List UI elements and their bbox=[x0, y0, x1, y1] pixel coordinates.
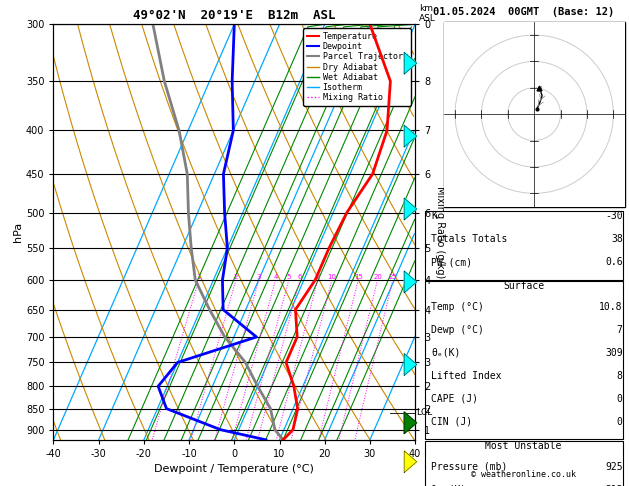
Text: CIN (J): CIN (J) bbox=[431, 417, 472, 427]
Text: Temp (°C): Temp (°C) bbox=[431, 302, 484, 312]
Text: θₑ(K): θₑ(K) bbox=[431, 348, 460, 358]
Text: 0: 0 bbox=[617, 394, 623, 404]
Text: 925: 925 bbox=[605, 462, 623, 472]
Text: © weatheronline.co.uk: © weatheronline.co.uk bbox=[471, 469, 576, 479]
Text: 38: 38 bbox=[611, 234, 623, 244]
Polygon shape bbox=[404, 271, 417, 293]
Text: 10: 10 bbox=[327, 274, 337, 280]
Text: Most Unstable: Most Unstable bbox=[486, 441, 562, 451]
Text: -30: -30 bbox=[605, 211, 623, 222]
X-axis label: Dewpoint / Temperature (°C): Dewpoint / Temperature (°C) bbox=[154, 465, 314, 474]
Title: 49°02'N  20°19'E  B12m  ASL: 49°02'N 20°19'E B12m ASL bbox=[133, 9, 335, 22]
Bar bbox=[425, 281, 623, 439]
Text: Totals Totals: Totals Totals bbox=[431, 234, 508, 244]
Text: Lifted Index: Lifted Index bbox=[431, 371, 501, 381]
Text: 3: 3 bbox=[257, 274, 261, 280]
Text: Surface: Surface bbox=[503, 281, 544, 292]
Text: 6: 6 bbox=[298, 274, 302, 280]
Text: 8: 8 bbox=[617, 371, 623, 381]
Text: 7: 7 bbox=[617, 325, 623, 335]
Polygon shape bbox=[404, 354, 417, 375]
Text: θₑ (K): θₑ (K) bbox=[431, 485, 466, 486]
Text: 0: 0 bbox=[617, 417, 623, 427]
Text: 20: 20 bbox=[373, 274, 382, 280]
Text: 01.05.2024  00GMT  (Base: 12): 01.05.2024 00GMT (Base: 12) bbox=[433, 7, 615, 17]
Polygon shape bbox=[404, 412, 417, 434]
Text: 312: 312 bbox=[605, 485, 623, 486]
Text: 2: 2 bbox=[233, 274, 238, 280]
Polygon shape bbox=[404, 198, 417, 220]
Polygon shape bbox=[404, 125, 417, 147]
Text: km
ASL: km ASL bbox=[419, 4, 436, 23]
Text: kt: kt bbox=[450, 27, 462, 37]
Y-axis label: hPa: hPa bbox=[13, 222, 23, 242]
Text: 0.6: 0.6 bbox=[605, 257, 623, 267]
Text: 4: 4 bbox=[273, 274, 277, 280]
Text: 1: 1 bbox=[196, 274, 201, 280]
Text: 8: 8 bbox=[315, 274, 320, 280]
Text: PW (cm): PW (cm) bbox=[431, 257, 472, 267]
Bar bbox=[425, 441, 623, 486]
Text: 25: 25 bbox=[388, 274, 397, 280]
Bar bbox=[425, 211, 623, 280]
Text: LCL: LCL bbox=[416, 408, 433, 417]
Text: Dewp (°C): Dewp (°C) bbox=[431, 325, 484, 335]
Polygon shape bbox=[404, 451, 417, 472]
Text: 309: 309 bbox=[605, 348, 623, 358]
Y-axis label: Mixing Ratio (g/kg): Mixing Ratio (g/kg) bbox=[435, 186, 445, 278]
Text: CAPE (J): CAPE (J) bbox=[431, 394, 478, 404]
Text: K: K bbox=[431, 211, 437, 222]
Legend: Temperature, Dewpoint, Parcel Trajectory, Dry Adiabat, Wet Adiabat, Isotherm, Mi: Temperature, Dewpoint, Parcel Trajectory… bbox=[303, 29, 411, 105]
Text: 15: 15 bbox=[353, 274, 363, 280]
Polygon shape bbox=[404, 52, 417, 74]
Text: 10.8: 10.8 bbox=[599, 302, 623, 312]
Text: 5: 5 bbox=[287, 274, 291, 280]
Text: Pressure (mb): Pressure (mb) bbox=[431, 462, 508, 472]
